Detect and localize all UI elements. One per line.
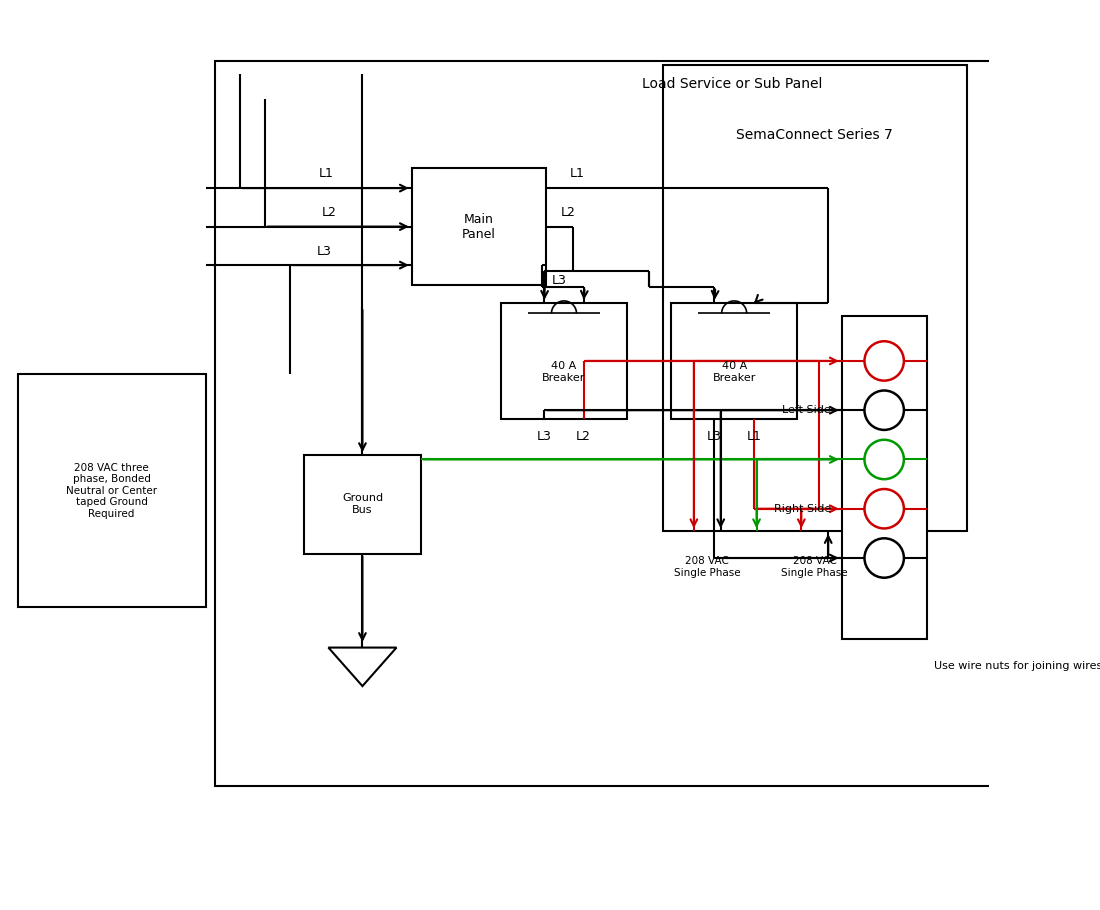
Text: 208 VAC
Single Phase: 208 VAC Single Phase [781,556,848,578]
Text: Left Side: Left Side [782,405,830,415]
Text: Use wire nuts for joining wires: Use wire nuts for joining wires [934,661,1100,671]
Text: 40 A
Breaker: 40 A Breaker [713,361,756,382]
Text: Main
Panel: Main Panel [462,213,496,240]
Text: 40 A
Breaker: 40 A Breaker [542,361,585,382]
Bar [18,374,206,607]
Bar [411,168,546,285]
Text: 208 VAC three
phase, Bonded
Neutral or Center
taped Ground
Required: 208 VAC three phase, Bonded Neutral or C… [66,462,157,519]
Circle shape [865,489,904,529]
Bar [305,455,420,553]
Text: L3: L3 [537,430,552,443]
Text: L2: L2 [322,207,337,219]
Text: Right Side: Right Side [773,504,830,514]
Bar [502,303,627,420]
Text: L1: L1 [570,167,585,180]
Text: L2: L2 [576,430,591,443]
Circle shape [865,341,904,380]
Text: Load Service or Sub Panel: Load Service or Sub Panel [641,77,822,91]
Circle shape [865,390,904,430]
Text: SemaConnect Series 7: SemaConnect Series 7 [736,128,893,142]
Text: L3: L3 [317,245,331,258]
Bar [662,66,967,531]
Text: L1: L1 [318,167,333,180]
Circle shape [865,440,904,480]
Text: L3: L3 [552,274,567,287]
Circle shape [865,539,904,578]
Text: L1: L1 [747,430,761,443]
Bar [842,316,926,639]
Bar [214,61,1100,786]
Text: Ground
Bus: Ground Bus [342,493,383,515]
Text: L3: L3 [707,430,722,443]
Text: L2: L2 [561,206,576,218]
Text: 208 VAC
Single Phase: 208 VAC Single Phase [674,556,740,578]
Bar [671,303,796,420]
